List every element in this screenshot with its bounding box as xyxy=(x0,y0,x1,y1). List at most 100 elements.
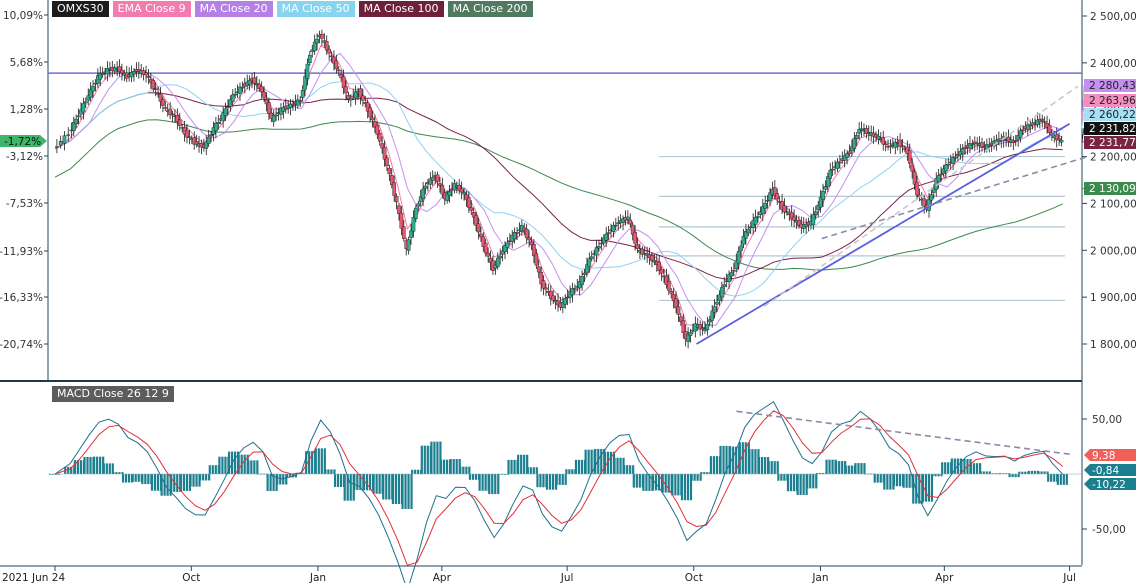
macd-histogram-bar xyxy=(144,474,146,484)
candle-down xyxy=(1021,130,1024,131)
candle-up xyxy=(961,148,964,153)
candle-down xyxy=(436,175,439,182)
macd-histogram-bar xyxy=(934,474,936,476)
candle-down xyxy=(330,56,333,57)
current-pct-label: -1,72% xyxy=(4,136,41,148)
macd-histogram-bar xyxy=(350,474,352,501)
macd-histogram-bar xyxy=(742,442,744,474)
macd-histogram-bar xyxy=(417,470,419,474)
candle-up xyxy=(937,175,940,181)
candle-down xyxy=(650,255,653,260)
candle-down xyxy=(147,76,150,77)
macd-histogram-bar xyxy=(99,457,101,474)
candle-up xyxy=(706,324,709,330)
macd-histogram-bar xyxy=(106,463,108,474)
candle-up xyxy=(930,195,933,200)
candle-up xyxy=(231,95,234,102)
macd-histogram-bar xyxy=(333,469,335,474)
candle-up xyxy=(829,170,832,178)
macd-histogram-bar xyxy=(940,474,942,476)
macd-histogram-bar xyxy=(472,474,474,480)
candle-up xyxy=(67,135,70,136)
macd-histogram-bar xyxy=(764,457,766,474)
macd-histogram-bar xyxy=(835,461,837,474)
x-tick-label: Jan xyxy=(811,572,828,583)
candle-up xyxy=(275,115,278,116)
macd-histogram-bar xyxy=(863,463,865,474)
macd-histogram-bar xyxy=(475,474,477,480)
candle-down xyxy=(342,77,345,88)
macd-histogram-bar xyxy=(379,474,381,494)
macd-histogram-bar xyxy=(404,474,406,509)
indicator-value-tag: 2 130,09 xyxy=(1084,182,1136,195)
candle-down xyxy=(393,182,396,195)
candle-up xyxy=(785,212,788,213)
macd-histogram-bar xyxy=(691,474,693,481)
macd-histogram-bar xyxy=(527,467,529,474)
macd-histogram-bar xyxy=(1046,471,1048,474)
x-tick-label: Apr xyxy=(433,572,452,583)
candle-down xyxy=(371,118,374,120)
macd-histogram-bar xyxy=(877,474,879,483)
macd-histogram-bar xyxy=(491,474,493,494)
candle-down xyxy=(101,73,104,75)
macd-histogram-bar xyxy=(330,469,332,474)
macd-histogram-bar xyxy=(392,474,394,504)
macd-histogram-bar xyxy=(209,465,211,474)
macd-histogram-bar xyxy=(828,460,830,474)
candle-down xyxy=(120,70,123,73)
current-pct-tag: -1,72% xyxy=(0,135,47,148)
macd-histogram-bar xyxy=(135,474,137,482)
macd-histogram-bar xyxy=(465,467,467,474)
macd-histogram-bar xyxy=(83,457,85,474)
macd-histogram-bar xyxy=(459,467,461,474)
pct-tick-label: 5,68% xyxy=(10,57,43,69)
macd-line xyxy=(55,402,1063,583)
macd-histogram-bar xyxy=(645,474,647,491)
macd-histogram-bar xyxy=(983,471,985,474)
macd-histogram-bar xyxy=(687,474,689,500)
macd-histogram-bar xyxy=(774,461,776,474)
candle-up xyxy=(954,157,957,158)
macd-histogram-bar xyxy=(629,465,631,474)
candle-up xyxy=(409,231,412,238)
candle-down xyxy=(939,174,942,175)
macd-histogram-bar xyxy=(809,474,811,488)
candle-down xyxy=(154,89,157,90)
macd-histogram-bar xyxy=(937,474,939,476)
candle-up xyxy=(217,122,220,123)
price-tick-label: 2 200,00 xyxy=(1090,152,1136,164)
macd-histogram-bar xyxy=(571,469,573,474)
macd-histogram-bar xyxy=(410,474,412,509)
macd-histogram-bar xyxy=(353,474,355,490)
macd-histogram-bar xyxy=(941,462,943,474)
candle-down xyxy=(793,217,796,220)
candle-down xyxy=(884,144,887,145)
macd-histogram-bar xyxy=(523,455,525,474)
candle-down xyxy=(164,108,167,109)
macd-histogram-bar xyxy=(218,457,220,474)
candle-down xyxy=(542,281,545,289)
macd-histogram-bar xyxy=(845,466,847,474)
candle-down xyxy=(487,253,490,256)
macd-histogram-bar xyxy=(722,446,724,474)
candle-down xyxy=(515,232,518,233)
candle-down xyxy=(395,196,398,202)
indicator-tag-label: 2 280,43 xyxy=(1089,80,1136,92)
candle-up xyxy=(308,55,311,63)
macd-histogram-bar xyxy=(195,474,197,487)
candle-down xyxy=(361,96,364,100)
macd-histogram-bar xyxy=(831,460,833,474)
macd-histogram-bar xyxy=(546,474,548,490)
macd-histogram-bar xyxy=(533,467,535,474)
macd-histogram-bar xyxy=(482,474,484,491)
macd-histogram-bar xyxy=(1024,472,1026,474)
macd-histogram-bar xyxy=(677,474,679,495)
candle-up xyxy=(595,247,598,255)
macd-histogram-bar xyxy=(267,474,269,491)
candle-up xyxy=(580,276,583,284)
macd-histogram-bar xyxy=(880,474,882,483)
pct-tick-label: 1,28% xyxy=(10,104,43,116)
macd-histogram-bar xyxy=(681,474,683,500)
legend-item: OMXS30 xyxy=(52,1,109,17)
